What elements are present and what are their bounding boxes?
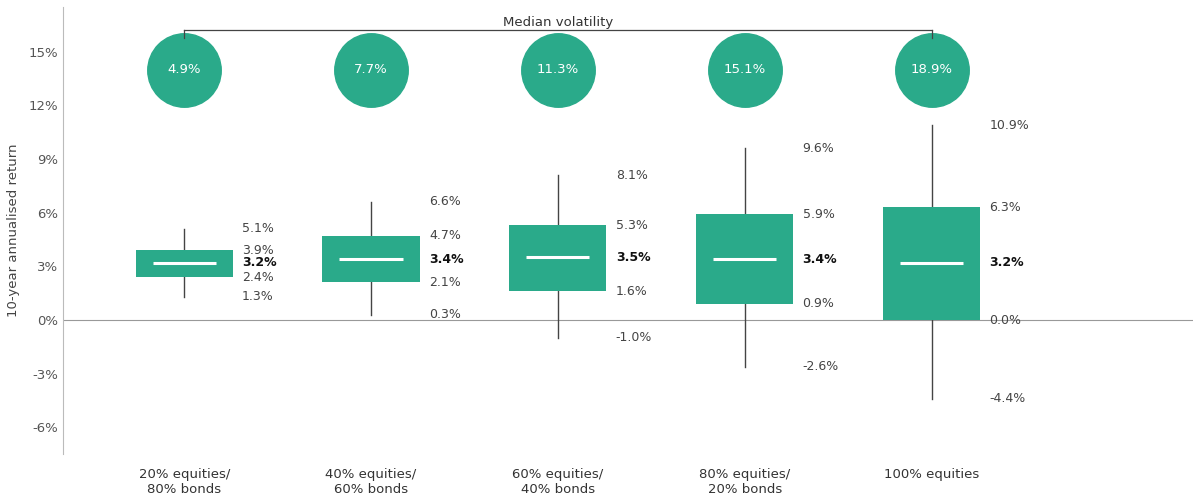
Text: 2.1%: 2.1% bbox=[428, 276, 461, 289]
Text: 8.1%: 8.1% bbox=[616, 169, 648, 182]
Text: 4.9%: 4.9% bbox=[168, 63, 200, 76]
Bar bbox=[509, 225, 606, 291]
Text: 3.2%: 3.2% bbox=[242, 256, 277, 269]
Text: 0.3%: 0.3% bbox=[428, 308, 461, 321]
Text: 0.9%: 0.9% bbox=[803, 297, 834, 310]
Text: 2.4%: 2.4% bbox=[242, 271, 274, 284]
Point bbox=[736, 65, 755, 73]
Text: 18.9%: 18.9% bbox=[911, 63, 953, 76]
Text: 15.1%: 15.1% bbox=[724, 63, 766, 76]
Text: -2.6%: -2.6% bbox=[803, 360, 839, 373]
Text: 3.4%: 3.4% bbox=[803, 253, 838, 266]
Text: -1.0%: -1.0% bbox=[616, 331, 652, 345]
Text: 5.1%: 5.1% bbox=[242, 222, 274, 235]
Text: 3.2%: 3.2% bbox=[990, 256, 1024, 269]
Text: 1.3%: 1.3% bbox=[242, 290, 274, 303]
Text: 4.7%: 4.7% bbox=[428, 229, 461, 242]
Text: 3.4%: 3.4% bbox=[428, 253, 463, 266]
Bar bbox=[136, 250, 233, 277]
Point bbox=[175, 65, 194, 73]
Text: 6.6%: 6.6% bbox=[428, 196, 461, 208]
Bar bbox=[883, 207, 980, 320]
Y-axis label: 10-year annualised return: 10-year annualised return bbox=[7, 144, 20, 317]
Text: 5.9%: 5.9% bbox=[803, 208, 834, 221]
Bar bbox=[323, 236, 420, 282]
Text: 7.7%: 7.7% bbox=[354, 63, 388, 76]
Text: 0.0%: 0.0% bbox=[990, 313, 1021, 326]
Text: 6.3%: 6.3% bbox=[990, 201, 1021, 214]
Bar bbox=[696, 214, 793, 304]
Point bbox=[922, 65, 941, 73]
Text: 5.3%: 5.3% bbox=[616, 219, 648, 232]
Text: -4.4%: -4.4% bbox=[990, 392, 1026, 405]
Text: 9.6%: 9.6% bbox=[803, 142, 834, 155]
Text: 1.6%: 1.6% bbox=[616, 285, 648, 298]
Point bbox=[548, 65, 568, 73]
Text: 10.9%: 10.9% bbox=[990, 119, 1030, 131]
Text: 11.3%: 11.3% bbox=[536, 63, 578, 76]
Point bbox=[361, 65, 380, 73]
Text: 3.9%: 3.9% bbox=[242, 244, 274, 257]
Text: 3.5%: 3.5% bbox=[616, 251, 650, 264]
Text: Median volatility: Median volatility bbox=[503, 16, 613, 29]
